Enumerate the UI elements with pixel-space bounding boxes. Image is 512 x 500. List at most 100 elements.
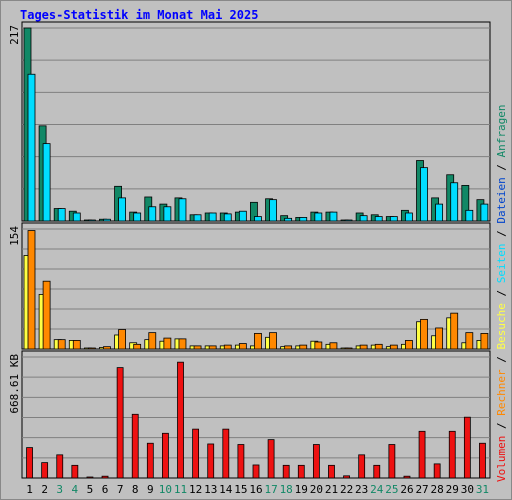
bar-besuche-day-30 <box>465 332 474 350</box>
bar-besuche-day-31 <box>480 333 489 350</box>
bar-dateien-day-28 <box>435 203 444 222</box>
bar-volumen-day-30 <box>463 416 471 479</box>
bar-besuche-day-27 <box>420 318 428 350</box>
bar-besuche-day-6 <box>103 346 111 350</box>
bar-volumen-day-27 <box>418 430 426 479</box>
x-tick-label: 14 <box>219 483 233 496</box>
bar-volumen-day-9 <box>146 442 154 479</box>
bar-volumen-day-6 <box>101 475 109 479</box>
bar-besuche-day-3 <box>57 339 66 350</box>
bar-dateien-day-12 <box>193 214 202 222</box>
bar-volumen-day-16 <box>252 464 260 479</box>
x-tick-label: 24 <box>370 483 384 496</box>
panel-pages-area <box>21 222 491 350</box>
panel-pages: 154 <box>8 222 491 350</box>
bar-dateien-day-3 <box>57 208 66 222</box>
legend-item-besuche: Besuche <box>495 303 508 349</box>
x-tick-label: 13 <box>204 483 217 496</box>
x-tick-label: 3 <box>56 483 63 496</box>
bar-dateien-day-31 <box>480 203 489 222</box>
x-tick-label: 12 <box>189 483 202 496</box>
bar-dateien-day-17 <box>269 199 277 222</box>
bar-besuche-day-25 <box>389 344 398 350</box>
bar-dateien-day-27 <box>420 167 428 222</box>
bar-besuche-day-4 <box>72 340 81 350</box>
x-tick-label: 22 <box>340 483 353 496</box>
bar-besuche-day-13 <box>208 345 217 350</box>
bar-volumen-day-17 <box>267 439 275 479</box>
bar-volumen-day-28 <box>433 463 441 479</box>
x-tick-label: 2 <box>41 483 48 496</box>
bar-volumen-day-24 <box>373 464 381 479</box>
bar-volumen-day-7 <box>116 367 124 479</box>
x-tick-label: 15 <box>234 483 247 496</box>
x-tick-label: 20 <box>310 483 323 496</box>
bar-dateien-day-29 <box>450 182 459 222</box>
bar-volumen-day-11 <box>177 361 184 479</box>
bar-besuche-day-19 <box>299 344 308 350</box>
bar-volumen-day-18 <box>282 464 290 479</box>
bar-besuche-day-17 <box>269 332 277 350</box>
bar-besuche-day-2 <box>42 280 51 350</box>
bar-volumen-day-25 <box>388 444 396 479</box>
bar-besuche-day-15 <box>238 343 247 350</box>
bar-dateien-day-26 <box>405 212 413 222</box>
bar-besuche-day-7 <box>118 329 126 350</box>
x-tick-label: 27 <box>415 483 428 496</box>
bar-dateien-day-9 <box>148 206 157 222</box>
x-tick-label: 16 <box>249 483 262 496</box>
bar-dateien-day-11 <box>178 198 187 222</box>
bar-dateien-day-1 <box>27 73 36 222</box>
bar-volumen-day-22 <box>343 475 350 479</box>
bar-besuche-day-16 <box>254 333 262 350</box>
bar-volumen-day-12 <box>192 428 200 479</box>
bar-dateien-day-13 <box>208 212 217 222</box>
bar-besuche-day-29 <box>450 312 459 350</box>
legend-item-anfragen: Anfragen <box>495 104 508 157</box>
bar-dateien-day-25 <box>389 216 398 222</box>
x-tick-label: 23 <box>355 483 368 496</box>
bar-besuche-day-5 <box>87 347 96 350</box>
bar-volumen-day-2 <box>41 462 49 479</box>
legend-separator: / <box>495 350 508 370</box>
bar-besuche-day-28 <box>435 327 444 350</box>
legend-separator: / <box>495 224 508 244</box>
x-tick-label: 1 <box>26 483 33 496</box>
panel-requests-area <box>21 21 491 222</box>
bar-dateien-day-24 <box>374 216 383 222</box>
bar-dateien-day-19 <box>299 217 308 222</box>
bar-dateien-day-21 <box>329 211 338 222</box>
bar-besuche-day-18 <box>284 345 293 350</box>
x-tick-label: 25 <box>385 483 398 496</box>
panel-requests-ymax-label: 217 <box>8 25 21 45</box>
bar-besuche-day-8 <box>133 343 142 350</box>
x-tick-label: 7 <box>117 483 124 496</box>
chart-title: Tages-Statistik im Monat Mai 2025 <box>20 8 259 22</box>
panel-volume-ymax-label: 668.61 KB <box>8 354 21 414</box>
bar-besuche-day-1 <box>27 230 36 350</box>
bar-volumen-day-31 <box>479 442 486 479</box>
x-tick-label: 30 <box>461 483 474 496</box>
bar-dateien-day-23 <box>359 215 368 222</box>
bar-besuche-day-14 <box>223 344 232 350</box>
bar-volumen-day-8 <box>131 413 139 479</box>
bar-volumen-day-15 <box>237 444 245 479</box>
bar-besuche-day-9 <box>148 332 157 350</box>
bar-besuche-day-11 <box>178 338 187 350</box>
bar-dateien-day-2 <box>42 143 51 222</box>
bar-dateien-day-7 <box>118 197 126 222</box>
legend-separator: / <box>495 416 508 436</box>
bar-dateien-day-20 <box>314 212 323 222</box>
x-tick-label: 28 <box>431 483 444 496</box>
bar-besuche-day-20 <box>314 341 323 350</box>
bar-dateien-day-4 <box>72 212 81 222</box>
legend: Volumen / Rechner / Besuche / Seiten / D… <box>495 104 508 482</box>
bar-dateien-day-6 <box>103 218 111 222</box>
bar-dateien-day-30 <box>465 209 474 222</box>
x-tick-label: 8 <box>132 483 139 496</box>
bar-volumen-day-23 <box>358 454 366 479</box>
bar-volumen-day-29 <box>448 430 456 479</box>
x-tick-label: 18 <box>280 483 293 496</box>
bar-volumen-day-14 <box>222 428 230 479</box>
